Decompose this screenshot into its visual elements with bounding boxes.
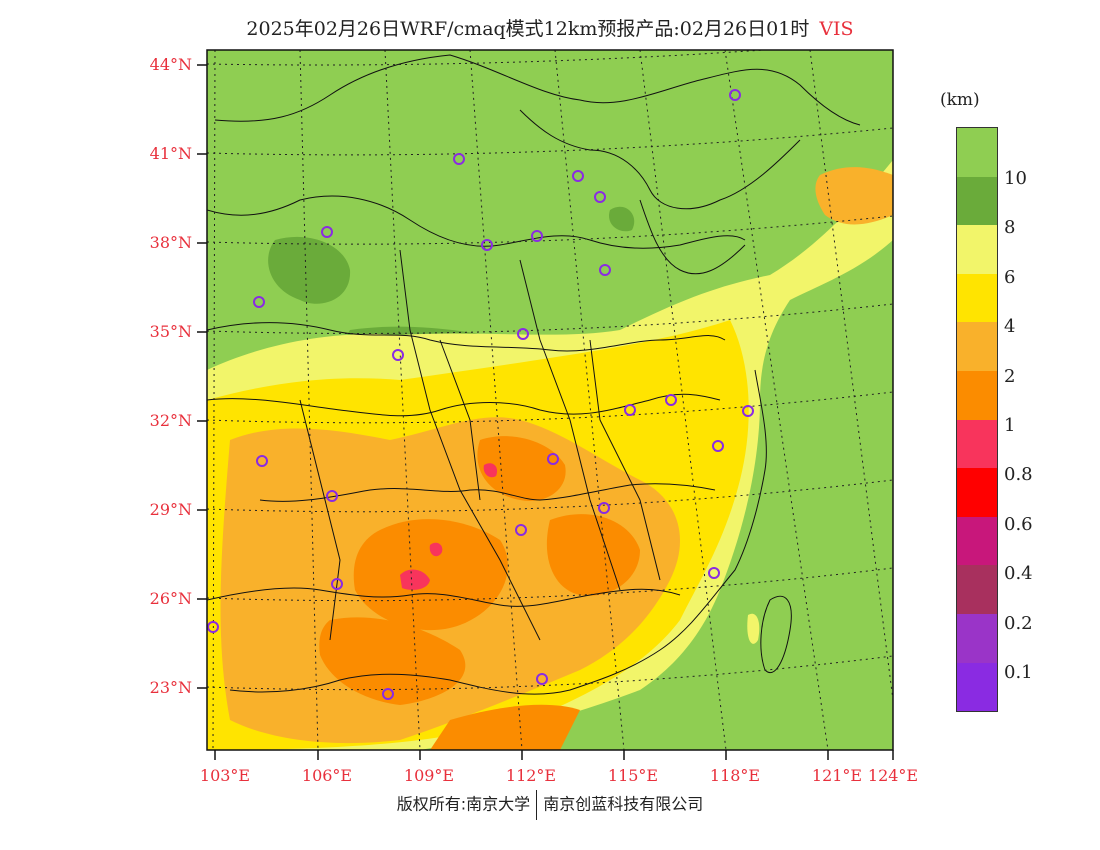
colorbar-label: 0.1 <box>1004 662 1033 683</box>
map-frame <box>206 49 894 751</box>
station-marker <box>594 191 606 203</box>
colorbar-label: 4 <box>1004 316 1016 337</box>
colorbar-label: 10 <box>1004 168 1027 189</box>
lon-label: 121°E <box>811 766 863 785</box>
station-marker <box>599 264 611 276</box>
lon-label: 112°E <box>505 766 557 785</box>
colorbar-swatch <box>957 613 997 663</box>
station-marker <box>331 578 343 590</box>
station-marker <box>742 405 754 417</box>
station-marker <box>598 502 610 514</box>
colorbar-unit: (km) <box>940 90 980 110</box>
station-marker <box>708 567 720 579</box>
station-marker <box>481 239 493 251</box>
lon-label: 109°E <box>403 766 455 785</box>
station-marker <box>536 673 548 685</box>
station-marker <box>256 455 268 467</box>
colorbar <box>956 127 998 713</box>
credit-separator <box>536 790 538 820</box>
colorbar-label: 0.6 <box>1004 514 1033 535</box>
station-marker <box>515 524 527 536</box>
credit-right: 南京创蓝科技有限公司 <box>543 794 704 814</box>
colorbar-swatch <box>957 322 997 371</box>
colorbar-label: 8 <box>1004 217 1016 238</box>
lat-label: 41°N <box>149 144 192 163</box>
station-marker <box>665 394 677 406</box>
station-marker <box>453 153 465 165</box>
credit-left: 版权所有:南京大学 <box>396 794 531 814</box>
lat-label: 32°N <box>149 411 192 430</box>
boundary-lines <box>207 54 861 695</box>
colorbar-label: 6 <box>1004 267 1016 288</box>
colorbar-swatch <box>957 565 997 614</box>
station-marker <box>572 170 584 182</box>
lon-label: 124°E <box>867 766 919 785</box>
colorbar-swatch <box>957 176 997 226</box>
colorbar-swatch <box>957 225 997 274</box>
station-marker <box>321 226 333 238</box>
lat-label: 23°N <box>149 678 192 697</box>
station-marker <box>547 453 559 465</box>
colorbar-label: 1 <box>1004 415 1016 436</box>
title-variable: VIS <box>819 18 854 40</box>
lat-label: 38°N <box>149 233 192 252</box>
station-marker <box>729 89 741 101</box>
lat-label: 26°N <box>149 589 192 608</box>
lat-label: 35°N <box>149 322 192 341</box>
colorbar-swatch <box>957 468 997 517</box>
axis-ticks <box>197 64 894 760</box>
lon-label: 103°E <box>199 766 251 785</box>
station-marker <box>712 440 724 452</box>
station-marker <box>624 404 636 416</box>
station-marker <box>207 621 219 633</box>
colorbar-swatch <box>957 273 997 323</box>
colorbar-label: 2 <box>1004 366 1016 387</box>
station-marker <box>326 490 338 502</box>
lat-label: 44°N <box>149 55 192 74</box>
colorbar-label: 0.2 <box>1004 613 1033 634</box>
colorbar-swatch <box>957 662 997 712</box>
station-marker <box>517 328 529 340</box>
credit-line: 版权所有:南京大学 南京创蓝科技有限公司 <box>0 790 1100 820</box>
lon-label: 106°E <box>301 766 353 785</box>
station-marker <box>531 230 543 242</box>
graticule <box>207 50 893 750</box>
map-title: 2025年02月26日WRF/cmaq模式12km预报产品:02月26日01时 V… <box>0 14 1100 41</box>
station-marker <box>382 688 394 700</box>
colorbar-label: 0.4 <box>1004 563 1033 584</box>
colorbar-label: 0.8 <box>1004 464 1033 485</box>
lon-label: 118°E <box>709 766 761 785</box>
lon-label: 115°E <box>607 766 659 785</box>
station-markers <box>207 89 754 700</box>
station-marker <box>253 296 265 308</box>
colorbar-swatch <box>957 128 997 177</box>
colorbar-swatch <box>957 419 997 469</box>
title-main: 2025年02月26日WRF/cmaq模式12km预报产品:02月26日01时 <box>246 18 810 40</box>
station-marker <box>392 349 404 361</box>
colorbar-swatch <box>957 370 997 420</box>
lat-label: 29°N <box>149 500 192 519</box>
colorbar-swatch <box>957 516 997 566</box>
